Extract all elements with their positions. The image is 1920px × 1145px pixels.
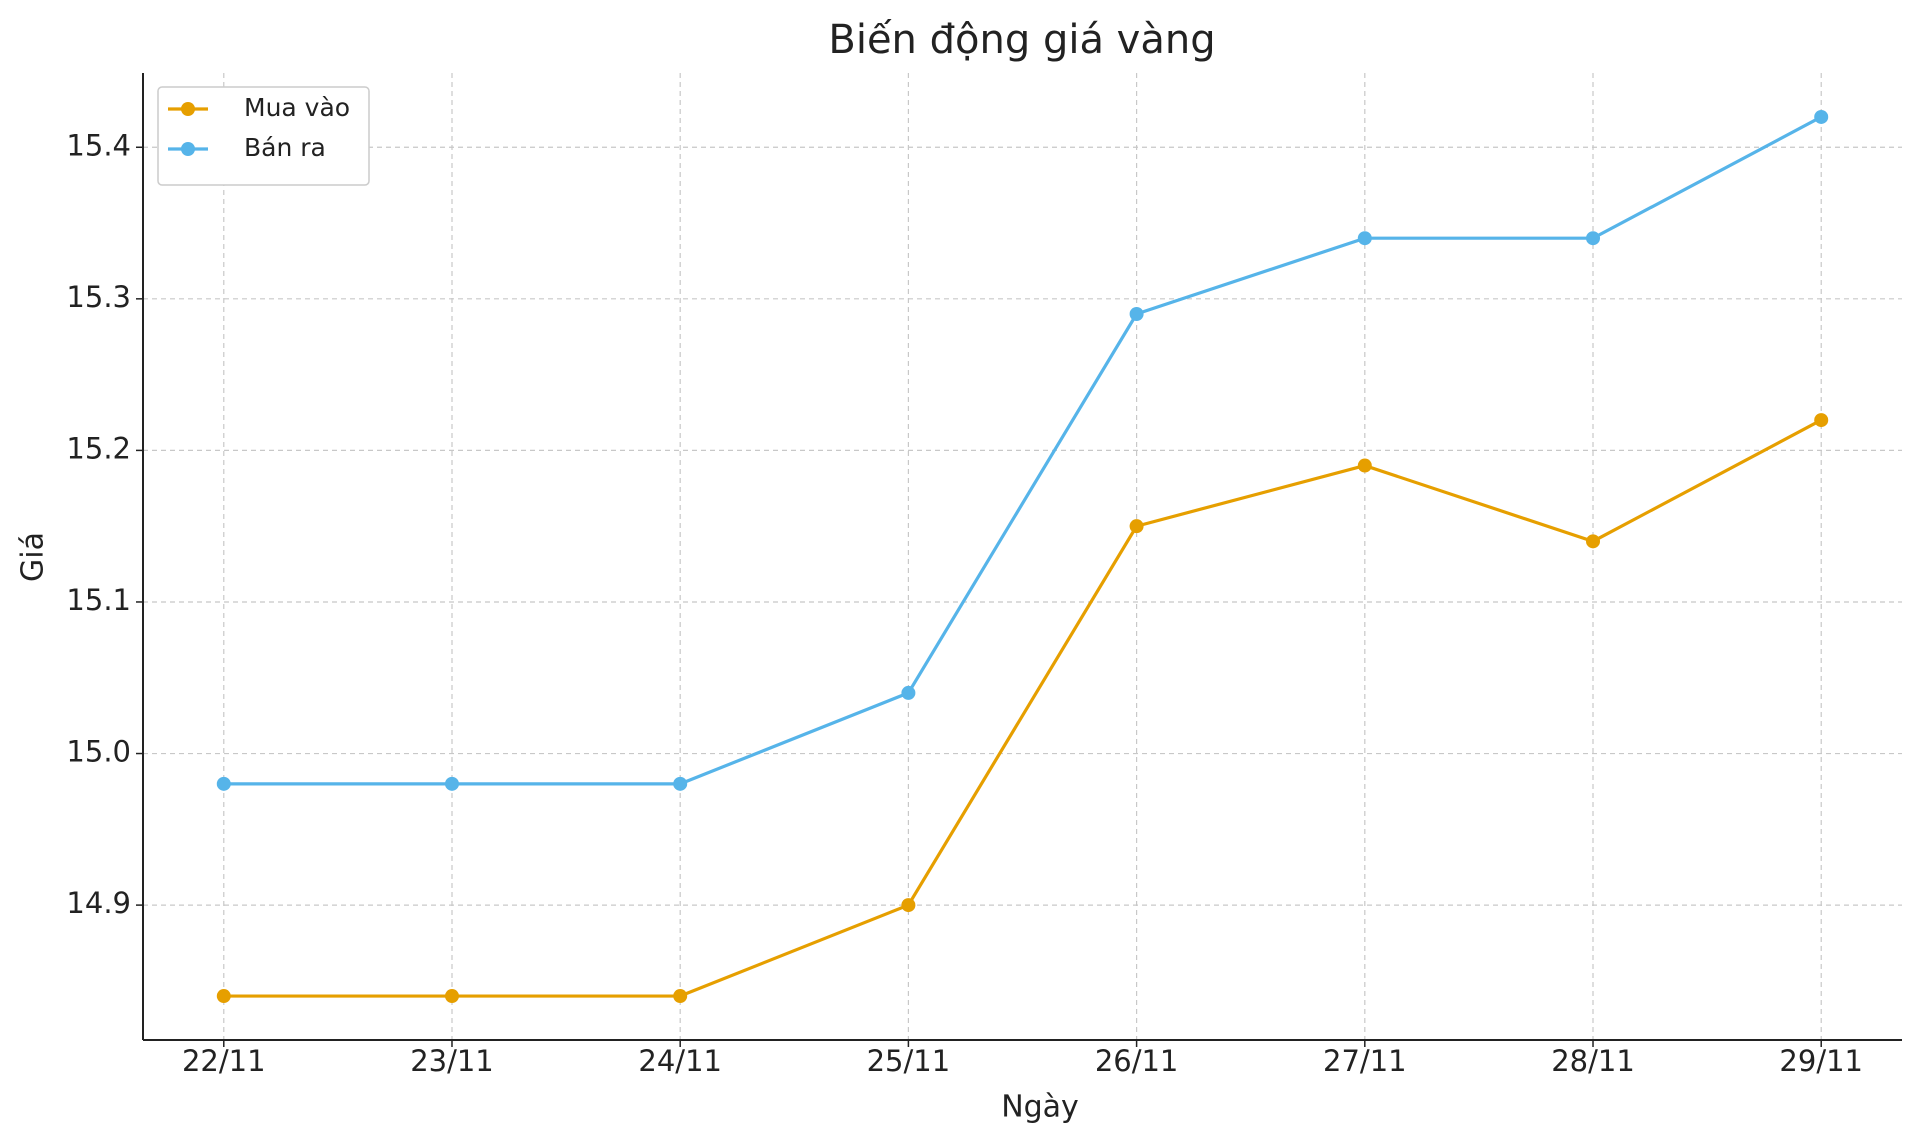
legend-marker: [181, 142, 195, 156]
y-tick-label: 14.9: [66, 886, 131, 920]
marker: [1814, 413, 1829, 428]
x-tick-label: 29/11: [1779, 1044, 1863, 1078]
x-tick-label: 23/11: [410, 1044, 494, 1078]
x-axis-label: Ngày: [1001, 1090, 1079, 1125]
y-tick-label: 15.3: [66, 280, 131, 314]
legend-marker: [181, 102, 195, 116]
marker: [216, 989, 231, 1004]
legend-box: [157, 86, 370, 186]
marker: [216, 776, 231, 791]
y-tick-label: 15.4: [66, 128, 131, 162]
y-axis-label: Giá: [16, 532, 51, 582]
chart-title: Biến động giá vàng: [828, 17, 1215, 63]
marker: [1129, 306, 1144, 321]
x-tick-label: 22/11: [182, 1044, 266, 1078]
line: [223, 418, 1822, 998]
x-tick-label: 26/11: [1095, 1044, 1179, 1078]
marker: [673, 989, 688, 1004]
legend-label: Mua vào: [244, 93, 350, 122]
marker: [444, 989, 459, 1004]
marker: [444, 776, 459, 791]
x-tick-label: 24/11: [638, 1044, 722, 1078]
marker: [1129, 519, 1144, 534]
marker: [901, 898, 916, 913]
marker: [1586, 231, 1601, 246]
marker: [1357, 231, 1372, 246]
marker: [673, 776, 688, 791]
marker: [1814, 109, 1829, 124]
line: [223, 115, 1822, 786]
x-tick-label: 27/11: [1323, 1044, 1407, 1078]
marker: [1357, 458, 1372, 473]
marker: [901, 685, 916, 700]
y-tick-label: 15.1: [66, 583, 131, 617]
legend-label: Bán ra: [244, 133, 326, 162]
x-tick-label: 25/11: [867, 1044, 951, 1078]
y-tick-label: 15.0: [66, 735, 131, 769]
marker: [1586, 534, 1601, 549]
x-tick-label: 28/11: [1551, 1044, 1635, 1078]
y-tick-label: 15.2: [66, 431, 131, 465]
legend: Mua vào Bán ra: [157, 86, 370, 186]
